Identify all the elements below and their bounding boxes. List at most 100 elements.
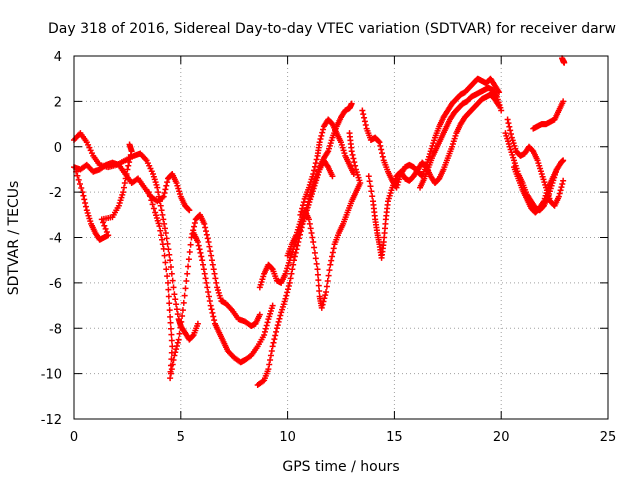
data-point bbox=[307, 225, 314, 232]
data-point bbox=[101, 222, 108, 229]
data-point bbox=[312, 255, 319, 262]
data-point bbox=[504, 116, 511, 123]
data-point bbox=[159, 241, 166, 248]
data-point bbox=[167, 325, 174, 332]
data-point bbox=[100, 219, 107, 226]
data-point bbox=[169, 361, 176, 368]
data-point bbox=[555, 193, 562, 200]
data-point bbox=[189, 332, 196, 339]
data-point bbox=[202, 224, 209, 231]
data-point bbox=[171, 291, 178, 298]
data-point bbox=[553, 166, 560, 173]
data-point bbox=[120, 189, 127, 196]
data-point bbox=[162, 259, 169, 266]
data-point bbox=[105, 232, 112, 239]
data-point bbox=[124, 166, 131, 173]
data-point bbox=[309, 234, 316, 241]
data-point bbox=[265, 366, 272, 373]
data-point bbox=[321, 295, 328, 302]
data-point bbox=[125, 162, 132, 169]
data-point bbox=[506, 123, 513, 130]
data-point bbox=[285, 283, 292, 290]
data-point bbox=[507, 127, 514, 134]
data-point bbox=[209, 309, 216, 316]
data-point bbox=[205, 239, 212, 246]
data-point bbox=[171, 352, 178, 359]
data-point bbox=[324, 278, 331, 285]
data-point bbox=[148, 197, 155, 204]
data-point bbox=[159, 236, 166, 243]
data-point bbox=[199, 257, 206, 264]
data-point bbox=[261, 328, 268, 335]
data-point bbox=[297, 211, 304, 218]
data-point bbox=[273, 325, 280, 332]
data-point bbox=[310, 170, 317, 177]
series-trace-n bbox=[504, 116, 567, 209]
data-point bbox=[312, 160, 319, 167]
data-point bbox=[178, 318, 185, 325]
y-tick-label: 4 bbox=[54, 50, 62, 65]
data-point bbox=[316, 288, 323, 295]
data-point bbox=[157, 227, 164, 234]
data-point bbox=[256, 311, 263, 318]
data-point bbox=[179, 307, 186, 314]
data-point bbox=[81, 196, 88, 203]
data-point bbox=[367, 183, 374, 190]
series-trace-l bbox=[417, 84, 505, 191]
data-point bbox=[176, 330, 183, 337]
data-point bbox=[263, 322, 270, 329]
data-point bbox=[269, 302, 276, 309]
data-point bbox=[185, 256, 192, 263]
y-tick-label: -8 bbox=[49, 322, 62, 337]
data-point bbox=[316, 139, 323, 146]
data-point bbox=[323, 283, 330, 290]
data-point bbox=[74, 172, 81, 179]
data-point bbox=[205, 293, 212, 300]
data-point bbox=[320, 298, 327, 305]
data-point bbox=[313, 156, 320, 163]
data-point bbox=[149, 201, 156, 208]
data-point bbox=[207, 248, 214, 255]
data-point bbox=[174, 311, 181, 318]
data-point bbox=[319, 301, 326, 308]
data-point bbox=[289, 266, 296, 273]
data-point bbox=[167, 370, 174, 377]
data-point bbox=[76, 180, 83, 187]
data-point bbox=[102, 225, 109, 232]
data-point bbox=[161, 252, 168, 259]
data-point bbox=[208, 257, 215, 264]
axis-ticks: 0 5 10 15 20 25 -12 -10 -8 -6 -4 -2 0 2 4 bbox=[41, 50, 617, 445]
data-point bbox=[167, 313, 174, 320]
x-axis-label: GPS time / hours bbox=[282, 459, 399, 475]
data-point bbox=[191, 223, 198, 230]
data-point bbox=[156, 223, 163, 230]
data-point bbox=[282, 295, 289, 302]
data-point bbox=[311, 163, 318, 170]
data-point bbox=[204, 284, 211, 291]
data-point bbox=[154, 184, 161, 191]
data-point bbox=[210, 313, 217, 320]
data-point bbox=[557, 187, 564, 194]
data-point bbox=[300, 199, 307, 206]
data-point bbox=[158, 232, 165, 239]
data-point bbox=[163, 182, 170, 189]
data-point bbox=[375, 138, 382, 145]
data-point bbox=[308, 229, 315, 236]
data-point bbox=[206, 243, 213, 250]
data-point bbox=[306, 220, 313, 227]
data-point bbox=[212, 275, 219, 282]
data-point bbox=[147, 193, 154, 200]
data-point bbox=[351, 159, 358, 166]
data-point bbox=[209, 261, 216, 268]
data-point bbox=[208, 306, 215, 313]
data-point bbox=[172, 349, 179, 356]
x-tick-label: 10 bbox=[279, 430, 296, 445]
data-point bbox=[315, 282, 322, 289]
data-point bbox=[158, 207, 165, 214]
data-point bbox=[322, 292, 329, 299]
data-point bbox=[170, 357, 177, 364]
data-point bbox=[164, 179, 171, 186]
data-point bbox=[184, 270, 191, 277]
data-point bbox=[169, 277, 176, 284]
